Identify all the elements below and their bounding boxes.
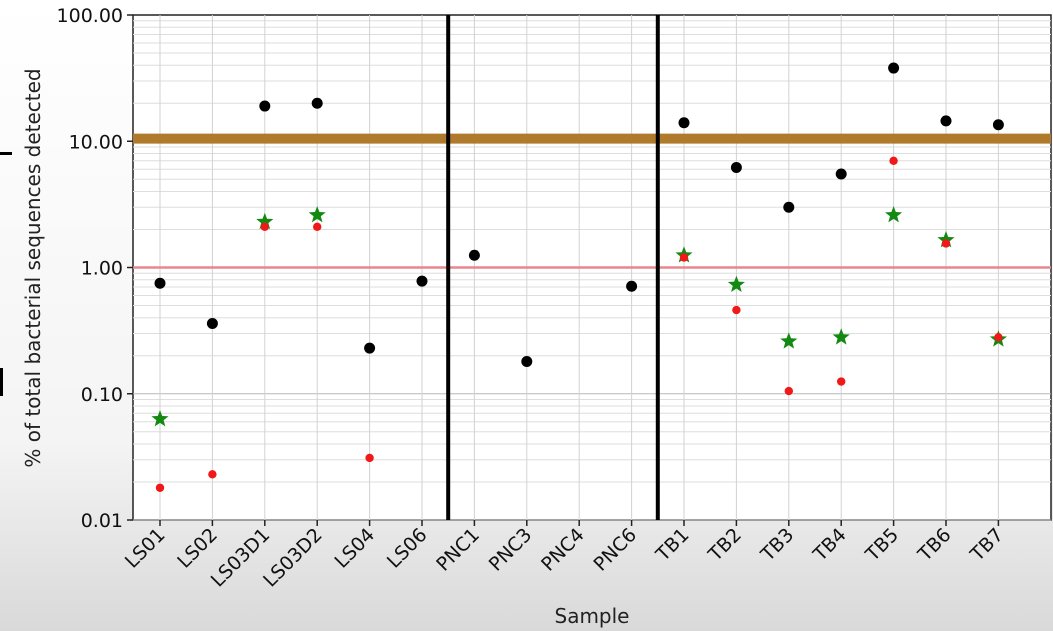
red-dot-point [837,377,846,386]
y-tick-labels: 0.01 0.10 1.00 10.00 100.00 [57,5,133,532]
green-star-point [256,212,274,230]
x-tick-label: PNC3 [485,524,537,576]
black-circle-point [626,280,638,292]
group-separators [446,15,660,520]
data-points [151,62,1007,492]
grid [133,15,1051,521]
black-circle-point [730,161,742,173]
x-tick-label: LS03D2 [259,524,327,592]
y-tick-label: 1.00 [81,258,123,280]
black-circle-point [888,62,900,74]
x-tick-label: TB5 [861,524,903,566]
x-tick-label: TB7 [966,524,1008,566]
red-dot-point [889,156,898,166]
red-dot-point [994,333,1003,342]
x-tick-label: TB4 [808,524,850,566]
y-tick-label: 0.01 [81,510,123,532]
red-dot-point [365,453,374,463]
x-tick-label: PNC4 [537,524,589,576]
green-star-point [308,206,326,223]
red-dot-point [732,305,741,315]
x-tick-label: TB3 [756,524,798,566]
x-tick-label: TB6 [913,524,955,566]
x-tick-label: PNC6 [589,524,641,576]
black-circle-point [416,275,428,287]
green-star-point [727,275,745,293]
black-circle-point [364,342,376,354]
x-tick-label: TB1 [651,524,693,566]
black-circle-point [259,100,271,112]
black-circle-point [468,249,480,261]
green-star-point [780,332,798,349]
black-circle-point [154,277,166,289]
black-circle-point [992,119,1004,131]
y-tick-label: 10.00 [69,131,123,153]
y-tick-label: 100.00 [57,5,123,27]
green-star-point [937,231,955,248]
x-tick-label: LS06 [383,524,432,573]
x-tick-label: LS04 [330,524,379,573]
x-tick-label: TB2 [704,524,746,566]
black-circle-point [521,356,533,368]
green-star-point [832,328,850,345]
x-tick-label: PNC1 [432,524,484,576]
green-star-point [885,206,903,223]
left-edge-mark-bottom [0,368,3,396]
reference-lines [133,133,1051,269]
red-dot-point [208,470,217,479]
red-dot-point [260,222,269,232]
black-circle-point [678,117,690,129]
green-star-point [151,410,169,427]
left-edge-mark-top [0,152,12,155]
black-circle-point [940,115,952,127]
x-tick-label: LS02 [173,524,222,573]
red-dot-point [155,483,165,492]
black-circle-point [783,201,795,213]
x-axis-title: Sample [555,604,630,628]
red-dot-point [679,253,689,262]
black-circle-point [206,318,218,330]
black-circle-point [835,168,847,180]
red-dot-point [784,386,793,396]
black-circle-point [311,97,323,109]
x-tick-label: LS01 [121,524,170,573]
red-dot-point [313,222,322,232]
y-tick-label: 0.10 [81,384,123,406]
red-dot-point [941,239,951,248]
y-axis-title: % of total bacterial sequences detected [21,68,45,467]
